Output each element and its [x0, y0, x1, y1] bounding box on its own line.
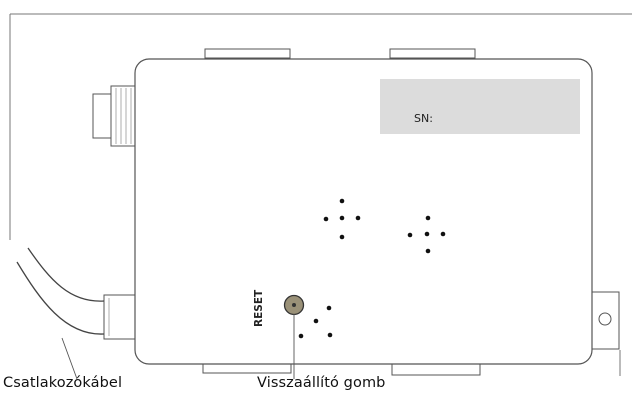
reset-label: RESET: [253, 289, 265, 327]
vent-holes-right: [407, 215, 446, 254]
vent-hole: [355, 215, 361, 221]
vent-hole: [424, 231, 430, 237]
vent-hole: [339, 234, 345, 240]
vent-hole: [407, 232, 413, 238]
vent-holes-bottom: [298, 305, 333, 339]
side-connector: [92, 85, 137, 147]
cable-gland: [103, 294, 138, 340]
mounting-tab-bottom-right: [391, 363, 481, 376]
serial-number-panel: [380, 79, 580, 134]
cable-leader-line: [61, 337, 78, 380]
vent-holes-left: [323, 198, 361, 240]
vent-hole: [339, 198, 345, 204]
vent-hole: [339, 215, 345, 221]
vent-hole: [323, 216, 329, 222]
vent-hole: [298, 333, 304, 339]
cable-caption: Csatlakozókábel: [3, 375, 123, 391]
vent-hole: [326, 305, 332, 311]
reset-button-caption: Visszaállító gomb: [257, 375, 386, 391]
reset-button: [283, 294, 305, 316]
side-knob: [590, 291, 620, 350]
vent-hole: [425, 248, 431, 254]
serial-number-label: SN:: [414, 112, 433, 125]
vent-hole: [327, 332, 333, 338]
vent-hole: [313, 318, 319, 324]
vent-hole: [425, 215, 431, 221]
connection-cable: [16, 247, 105, 335]
vent-hole: [440, 231, 446, 237]
device-housing: [134, 58, 593, 365]
